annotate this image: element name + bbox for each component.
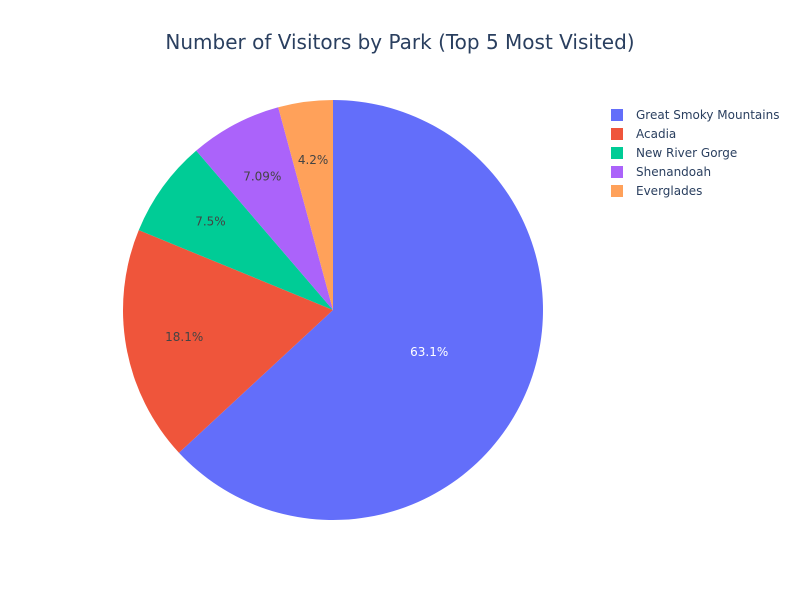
slice-label-great-smoky-mountains: 63.1% [410, 345, 448, 359]
legend-label: Acadia [636, 126, 677, 141]
legend-swatch [611, 127, 623, 140]
pie-slice-new-river-gorge[interactable] [138, 150, 333, 310]
legend-item-shenandoah[interactable]: Shenandoah [608, 162, 779, 181]
pie-slice-acadia[interactable] [123, 230, 333, 453]
slice-label-acadia: 18.1% [165, 330, 203, 344]
legend-swatch [611, 108, 623, 121]
slice-label-new-river-gorge: 7.5% [195, 214, 226, 228]
pie-slice-great-smoky-mountains[interactable] [178, 100, 543, 520]
slice-label-everglades: 4.2% [298, 153, 329, 167]
chart-title: Number of Visitors by Park (Top 5 Most V… [165, 30, 635, 54]
legend-swatch [611, 146, 623, 159]
legend-item-acadia[interactable]: Acadia [608, 124, 779, 143]
legend-label: New River Gorge [636, 145, 738, 160]
legend-label: Everglades [636, 183, 703, 198]
legend-label: Great Smoky Mountains [636, 107, 780, 122]
legend-item-everglades[interactable]: Everglades [608, 181, 779, 200]
legend-label: Shenandoah [636, 164, 712, 179]
legend-item-new-river-gorge[interactable]: New River Gorge [608, 143, 779, 162]
pie-labels: 63.1% 18.1% 7.5% 7.09% 4.2% [165, 153, 448, 359]
legend-swatch [611, 184, 623, 197]
legend-swatch [611, 165, 623, 178]
pie-slice-everglades[interactable] [278, 100, 333, 310]
pie-slices [123, 100, 543, 520]
slice-label-shenandoah: 7.09% [243, 169, 281, 183]
legend: Great Smoky Mountains Acadia New River Gor… [608, 105, 779, 200]
legend-item-great-smoky-mountains[interactable]: Great Smoky Mountains [608, 105, 779, 124]
pie-slice-shenandoah[interactable] [196, 107, 333, 310]
